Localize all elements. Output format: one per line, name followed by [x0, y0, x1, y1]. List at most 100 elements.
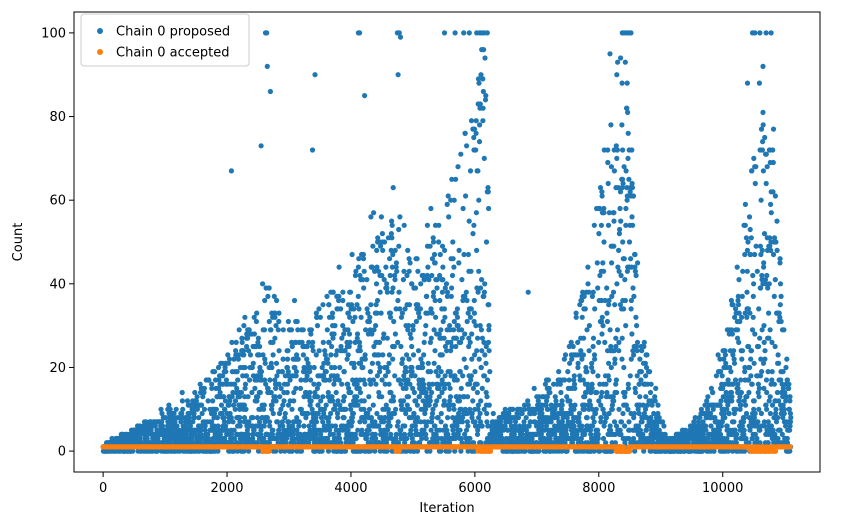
proposed-point — [276, 369, 282, 375]
proposed-point — [355, 293, 361, 299]
proposed-point — [276, 310, 282, 316]
proposed-point — [392, 247, 398, 253]
proposed-point — [471, 310, 477, 316]
proposed-point — [229, 440, 235, 446]
proposed-point — [478, 72, 484, 78]
proposed-point — [318, 415, 325, 421]
proposed-point — [583, 389, 589, 396]
proposed-point — [395, 419, 401, 425]
proposed-point — [619, 185, 625, 191]
proposed-point — [305, 410, 311, 417]
proposed-point — [579, 297, 585, 304]
proposed-point — [400, 277, 406, 283]
proposed-point — [544, 394, 551, 400]
proposed-point — [525, 398, 531, 404]
proposed-point — [599, 331, 605, 337]
proposed-point — [449, 176, 455, 182]
proposed-point — [429, 310, 435, 316]
proposed-point — [221, 419, 227, 425]
proposed-point — [451, 406, 457, 412]
proposed-point — [431, 327, 437, 333]
proposed-point — [320, 302, 326, 308]
proposed-point — [333, 389, 339, 396]
proposed-point — [407, 331, 413, 337]
proposed-point — [562, 440, 568, 446]
proposed-point — [697, 415, 703, 421]
proposed-point — [217, 389, 223, 396]
proposed-point — [571, 373, 577, 379]
proposed-point — [402, 440, 408, 446]
proposed-point — [581, 293, 587, 299]
proposed-point — [249, 364, 255, 371]
proposed-point — [137, 435, 143, 442]
proposed-point — [479, 385, 485, 391]
proposed-point — [600, 406, 606, 412]
proposed-point — [235, 377, 241, 383]
proposed-point — [384, 364, 390, 371]
proposed-point — [597, 381, 603, 387]
proposed-point — [700, 431, 707, 437]
proposed-point — [577, 373, 583, 379]
proposed-point — [451, 318, 457, 325]
proposed-point — [614, 147, 621, 153]
proposed-point — [321, 373, 327, 379]
proposed-point — [382, 381, 388, 387]
proposed-point — [644, 415, 650, 421]
proposed-point — [345, 310, 351, 316]
proposed-point — [462, 431, 468, 437]
proposed-point — [285, 369, 291, 375]
proposed-point — [696, 419, 702, 425]
proposed-point — [371, 343, 377, 350]
proposed-point — [486, 205, 492, 212]
proposed-point — [384, 285, 390, 291]
proposed-point — [139, 427, 145, 433]
proposed-point — [459, 327, 465, 333]
proposed-point — [611, 419, 618, 425]
proposed-point — [570, 343, 576, 350]
proposed-point — [583, 427, 589, 433]
proposed-point — [427, 339, 433, 345]
proposed-point — [438, 410, 444, 417]
proposed-point — [615, 264, 621, 270]
proposed-point — [606, 410, 612, 417]
proposed-point — [415, 415, 421, 421]
proposed-point — [338, 440, 344, 446]
proposed-point — [700, 419, 706, 425]
proposed-point — [274, 373, 280, 379]
proposed-point — [608, 364, 614, 371]
proposed-point — [348, 389, 354, 396]
proposed-point — [595, 431, 601, 437]
proposed-point — [338, 343, 344, 350]
proposed-point — [431, 360, 437, 366]
proposed-point — [478, 327, 484, 333]
proposed-point — [647, 369, 653, 375]
proposed-point — [366, 318, 372, 325]
proposed-point — [460, 373, 466, 379]
proposed-point — [334, 348, 340, 354]
proposed-point — [164, 431, 170, 437]
proposed-point — [716, 427, 723, 433]
proposed-point — [415, 302, 421, 308]
proposed-point — [340, 398, 347, 404]
proposed-point — [324, 356, 330, 362]
proposed-point — [261, 402, 267, 408]
proposed-point — [425, 419, 431, 425]
proposed-point — [446, 448, 452, 454]
proposed-point — [316, 381, 322, 387]
proposed-point — [595, 427, 601, 433]
proposed-point — [261, 435, 267, 442]
proposed-point — [191, 415, 198, 421]
proposed-point — [308, 377, 314, 383]
proposed-point — [387, 423, 393, 429]
proposed-point — [172, 419, 178, 425]
proposed-point — [273, 398, 279, 404]
proposed-point — [340, 289, 346, 295]
proposed-point — [357, 348, 363, 354]
proposed-point — [403, 448, 409, 454]
proposed-point — [560, 415, 566, 421]
proposed-point — [279, 369, 285, 375]
proposed-point — [455, 164, 461, 170]
proposed-point — [404, 352, 410, 358]
proposed-point — [460, 415, 466, 421]
proposed-point — [225, 440, 231, 446]
